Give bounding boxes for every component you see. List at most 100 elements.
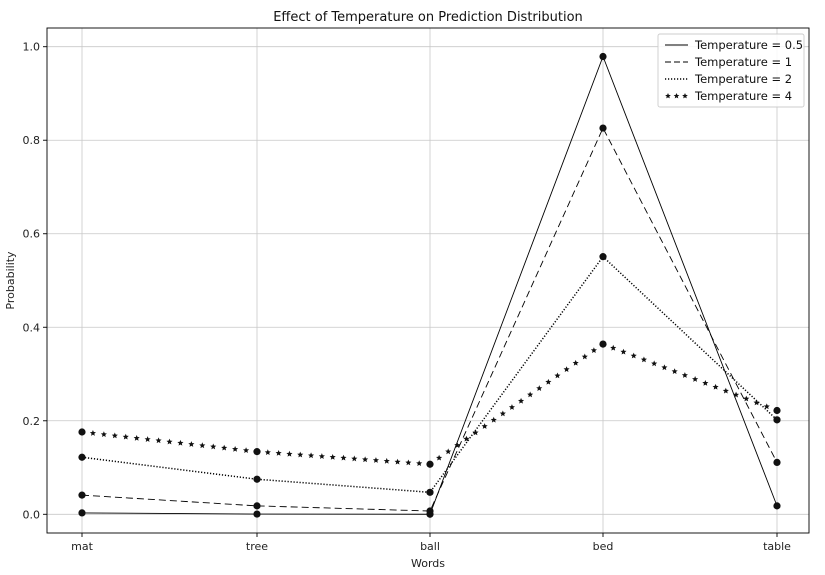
star-line-mark: [463, 435, 470, 442]
legend-item: Temperature = 2: [665, 72, 792, 86]
legend-star-mark: [682, 93, 688, 99]
star-line-mark: [405, 459, 412, 466]
data-point: [426, 460, 434, 468]
x-axis-title: Words: [411, 557, 445, 570]
star-line-mark: [264, 449, 271, 456]
star-line-mark: [100, 431, 107, 438]
data-point: [253, 502, 261, 510]
legend-label: Temperature = 0.5: [694, 38, 803, 52]
data-point: [253, 510, 261, 518]
star-line-mark: [445, 448, 452, 455]
star-line-mark: [144, 436, 151, 442]
star-line-mark: [702, 379, 709, 386]
star-line-mark: [111, 432, 118, 439]
star-line-mark: [651, 360, 658, 367]
y-axis-title: Probability: [4, 251, 17, 310]
y-tick-label: 0.4: [23, 321, 41, 334]
legend-label: Temperature = 4: [694, 89, 792, 103]
data-point: [599, 340, 607, 348]
x-tick-label: mat: [71, 540, 93, 553]
series-2: [78, 124, 781, 515]
star-line-mark: [630, 352, 637, 359]
star-line-mark: [318, 453, 325, 459]
star-line-mark: [671, 368, 678, 375]
legend-star-mark: [665, 93, 671, 99]
series-layer: [78, 52, 781, 518]
chart-title: Effect of Temperature on Prediction Dist…: [273, 10, 583, 25]
data-point: [599, 253, 607, 261]
legend-box: [657, 33, 805, 108]
data-point: [773, 416, 781, 424]
star-line-mark: [743, 395, 750, 402]
data-point: [78, 509, 86, 517]
legend-item: Temperature = 1: [665, 55, 792, 69]
legend: Temperature = 0.5 Temperature = 1 Temperat…: [657, 33, 805, 108]
series-line: [81, 255, 778, 494]
star-line-mark: [394, 458, 401, 465]
star-line-mark: [243, 447, 250, 453]
star-line-mark: [518, 397, 525, 404]
star-line-mark: [297, 451, 304, 458]
star-line-mark: [508, 404, 515, 410]
plot-frame: [46, 27, 810, 534]
star-line-mark: [308, 452, 315, 459]
star-line-mark: [177, 439, 184, 446]
data-point: [78, 453, 86, 461]
star-line-mark: [499, 410, 506, 417]
x-tick-label: bed: [593, 540, 614, 553]
legend-star-mark: [673, 93, 680, 99]
y-tick-label: 0.0: [23, 508, 41, 521]
y-tick-label: 0.2: [23, 415, 41, 428]
star-line-mark: [351, 455, 358, 462]
data-point: [253, 448, 261, 456]
data-point: [253, 475, 261, 483]
x-tick-label: tree: [246, 540, 268, 553]
data-point: [78, 491, 86, 499]
series-line: [81, 127, 778, 512]
star-line-mark: [89, 430, 96, 436]
star-line-mark: [581, 353, 588, 360]
star-line-mark: [481, 423, 488, 429]
star-line-mark: [640, 356, 647, 363]
star-line-mark: [286, 450, 293, 457]
legend-label: Temperature = 1: [694, 55, 792, 69]
star-line-mark: [122, 433, 129, 440]
data-point: [773, 458, 781, 466]
series-3: [78, 253, 781, 496]
data-point: [426, 488, 434, 496]
star-line-mark: [490, 416, 497, 423]
data-point: [773, 502, 781, 510]
star-line-mark: [133, 434, 140, 441]
star-line-mark: [188, 441, 195, 447]
y-tick-label: 0.6: [23, 228, 41, 241]
series-line: [81, 55, 778, 515]
star-line-mark: [340, 454, 347, 461]
star-line-mark: [572, 359, 579, 366]
star-line-mark: [454, 442, 461, 448]
star-line-mark: [372, 457, 379, 463]
star-line-mark: [362, 456, 369, 463]
legend-item: Temperature = 4: [665, 89, 792, 103]
data-point: [599, 52, 607, 61]
series-4: [78, 340, 781, 468]
star-line-mark: [610, 344, 617, 351]
star-line-mark: [166, 438, 173, 445]
star-line-mark: [733, 391, 740, 398]
data-point: [773, 406, 781, 415]
star-line-mark: [763, 403, 770, 410]
star-line-mark: [620, 348, 627, 355]
x-tick-label: ball: [420, 540, 440, 553]
star-line-mark: [563, 366, 570, 372]
star-line-mark: [753, 399, 760, 406]
star-line-mark: [329, 453, 336, 460]
star-line-mark: [210, 443, 217, 450]
star-line-mark: [155, 437, 162, 444]
star-line-mark: [416, 460, 423, 467]
star-line-mark: [590, 347, 597, 354]
series-1: [78, 52, 781, 518]
star-line-mark: [221, 444, 228, 451]
star-line-mark: [545, 378, 552, 385]
star-line-mark: [275, 450, 282, 456]
y-tick-label: 0.8: [23, 134, 41, 147]
